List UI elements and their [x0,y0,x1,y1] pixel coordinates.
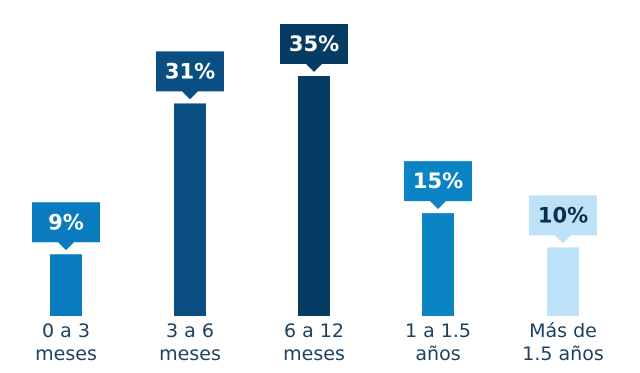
category-label: 6 a 12 [284,320,344,342]
value-callout [529,195,597,244]
value-callout [156,51,224,100]
value-label: 15% [413,169,463,193]
category-label: 0 a 3 [42,320,90,342]
value-callout [280,24,348,72]
value-label: 35% [289,32,339,56]
category-label: meses [159,343,221,365]
value-callout [404,161,472,210]
category-label: 3 a 6 [166,320,214,342]
category-label: años [415,343,460,365]
value-label: 31% [165,59,215,83]
value-callout [32,202,100,251]
category-label: meses [35,343,97,365]
category-label: 1.5 años [522,343,603,365]
value-labels-group: 9% 31% 35% 15% 10% [32,24,597,251]
bar [547,247,579,316]
category-label: Más de [529,320,597,342]
bars-group [50,76,579,316]
value-label: 9% [48,210,84,234]
category-label: meses [283,343,345,365]
category-label: 1 a 1.5 [405,320,471,342]
value-label: 10% [538,203,588,227]
bar [298,76,330,316]
bar [174,103,206,316]
bar [422,213,454,316]
bar [50,254,82,316]
